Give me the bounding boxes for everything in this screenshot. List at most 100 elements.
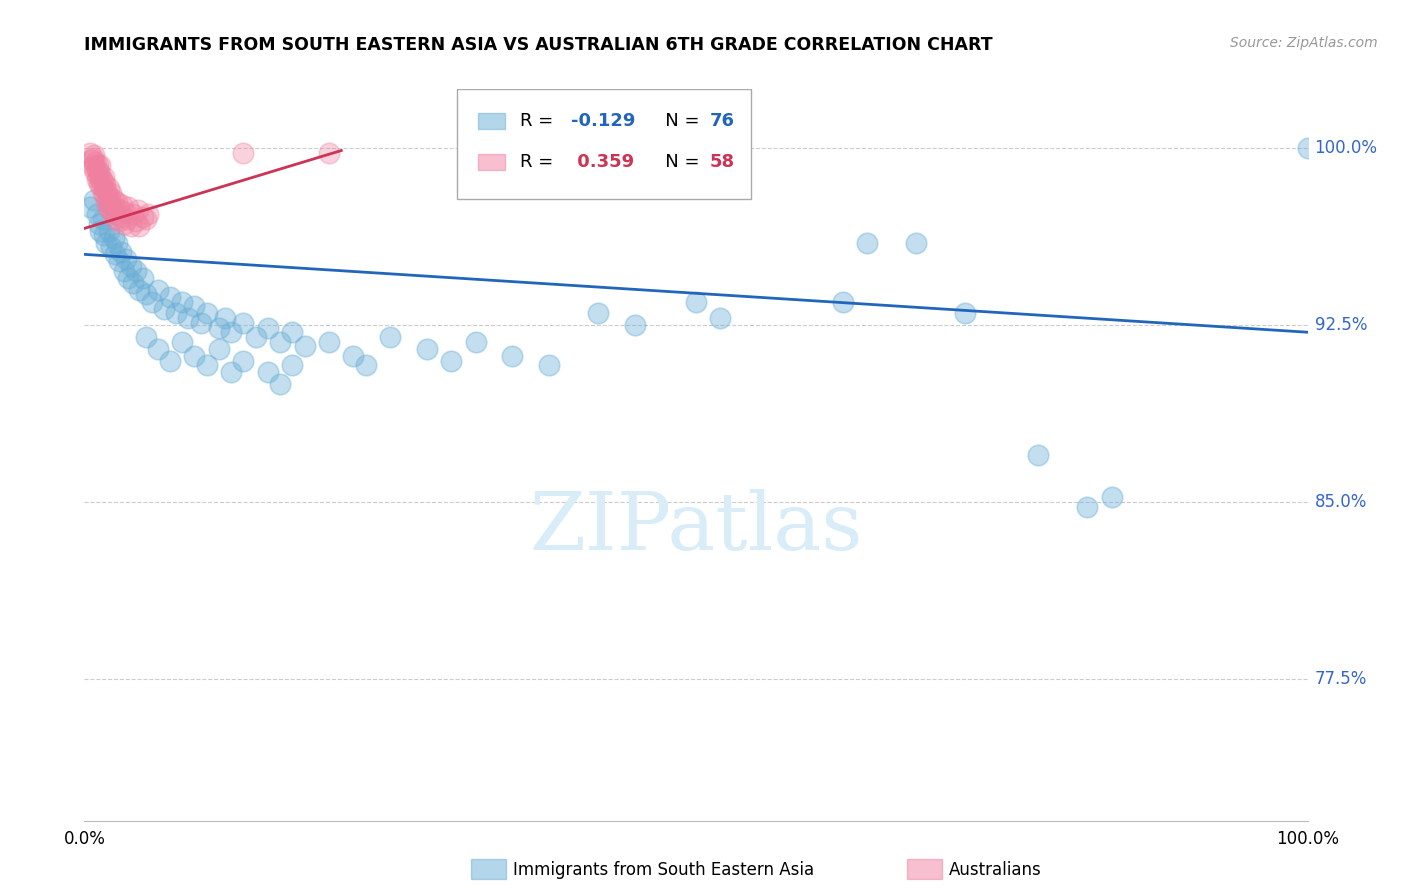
Point	[125, 214, 148, 228]
Point	[97, 224, 120, 238]
Point	[89, 158, 111, 172]
Point	[172, 334, 194, 349]
Point	[91, 174, 114, 188]
Point	[122, 207, 145, 221]
Point	[97, 200, 120, 214]
Point	[87, 165, 110, 179]
Point	[1076, 500, 1098, 514]
Point	[108, 202, 131, 217]
Point	[416, 342, 439, 356]
Point	[93, 169, 115, 184]
Point	[294, 339, 316, 353]
Point	[464, 334, 486, 349]
Point	[709, 311, 731, 326]
Point	[80, 153, 103, 167]
Point	[135, 211, 157, 226]
Point	[128, 283, 150, 297]
Text: N =: N =	[648, 112, 706, 129]
Point	[100, 240, 122, 254]
Point	[120, 219, 142, 233]
Point	[132, 271, 155, 285]
Point	[219, 365, 242, 379]
Point	[318, 145, 340, 160]
Point	[83, 148, 105, 162]
Point	[586, 306, 609, 320]
Point	[105, 235, 128, 250]
Point	[107, 214, 129, 228]
Point	[90, 169, 112, 184]
Point	[86, 207, 108, 221]
Point	[110, 210, 132, 224]
Point	[125, 264, 148, 278]
Point	[98, 202, 121, 217]
Point	[89, 224, 111, 238]
Point	[103, 231, 125, 245]
Point	[96, 184, 118, 198]
Text: N =: N =	[648, 153, 706, 171]
Point	[91, 211, 114, 226]
Point	[128, 219, 150, 233]
Point	[269, 334, 291, 349]
Text: Immigrants from South Eastern Asia: Immigrants from South Eastern Asia	[513, 861, 814, 879]
Point	[82, 160, 104, 174]
Point	[84, 155, 107, 169]
Point	[96, 235, 118, 250]
Point	[281, 325, 304, 339]
FancyBboxPatch shape	[478, 154, 505, 170]
Point	[183, 299, 205, 313]
Point	[195, 306, 218, 320]
Point	[146, 283, 169, 297]
Point	[83, 193, 105, 207]
Text: IMMIGRANTS FROM SOUTH EASTERN ASIA VS AUSTRALIAN 6TH GRADE CORRELATION CHART: IMMIGRANTS FROM SOUTH EASTERN ASIA VS AU…	[84, 36, 993, 54]
Text: Australians: Australians	[949, 861, 1042, 879]
Point	[100, 186, 122, 200]
Point	[91, 186, 114, 200]
Point	[165, 306, 187, 320]
Point	[159, 290, 181, 304]
Point	[93, 228, 115, 243]
Point	[135, 287, 157, 301]
Point	[104, 247, 127, 261]
Point	[100, 198, 122, 212]
Point	[83, 158, 105, 172]
Text: Source: ZipAtlas.com: Source: ZipAtlas.com	[1230, 36, 1378, 50]
Point	[183, 349, 205, 363]
Text: 92.5%: 92.5%	[1315, 316, 1367, 334]
Point	[257, 365, 280, 379]
Point	[117, 271, 139, 285]
Point	[87, 169, 110, 184]
Point	[115, 211, 138, 226]
Point	[953, 306, 976, 320]
Point	[135, 330, 157, 344]
Point	[245, 330, 267, 344]
Point	[86, 172, 108, 186]
Point	[110, 245, 132, 260]
Point	[257, 320, 280, 334]
Text: R =: R =	[520, 112, 558, 129]
Point	[318, 334, 340, 349]
Point	[117, 200, 139, 214]
Text: 85.0%: 85.0%	[1315, 493, 1367, 511]
Point	[87, 158, 110, 172]
Point	[132, 210, 155, 224]
Text: 77.5%: 77.5%	[1315, 670, 1367, 688]
Point	[97, 188, 120, 202]
Point	[79, 145, 101, 160]
Point	[141, 294, 163, 309]
Point	[159, 353, 181, 368]
Point	[97, 181, 120, 195]
Point	[79, 200, 101, 214]
Point	[98, 191, 121, 205]
Point	[172, 294, 194, 309]
Point	[380, 330, 402, 344]
Point	[214, 311, 236, 326]
Point	[103, 193, 125, 207]
Point	[86, 162, 108, 177]
Point	[501, 349, 523, 363]
Point	[281, 358, 304, 372]
FancyBboxPatch shape	[478, 112, 505, 128]
Point	[82, 151, 104, 165]
Text: 0.359: 0.359	[571, 153, 634, 171]
Point	[354, 358, 377, 372]
Point	[94, 188, 117, 202]
